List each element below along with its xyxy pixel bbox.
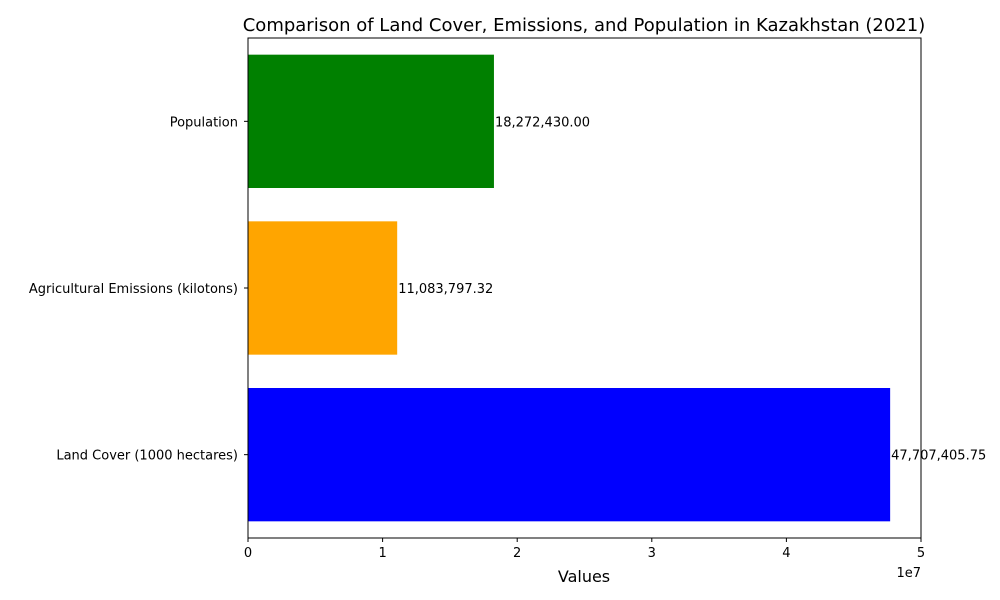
x-axis-offset-label: 1e7 bbox=[896, 566, 921, 581]
x-tick-label-0: 0 bbox=[244, 546, 252, 561]
bar-2 bbox=[248, 54, 494, 188]
x-tick-label-5: 5 bbox=[917, 546, 925, 561]
x-axis: 0 1 2 3 4 5 bbox=[244, 538, 925, 561]
data-label-1: 11,083,797.32 bbox=[398, 282, 493, 297]
chart-title: Comparison of Land Cover, Emissions, and… bbox=[243, 15, 926, 36]
y-tick-label-0: Land Cover (1000 hectares) bbox=[56, 449, 238, 464]
x-tick-label-3: 3 bbox=[648, 546, 656, 561]
y-axis: Land Cover (1000 hectares) Agricultural E… bbox=[29, 115, 248, 464]
y-tick-label-2: Population bbox=[170, 115, 238, 130]
y-tick-label-1: Agricultural Emissions (kilotons) bbox=[29, 282, 238, 297]
x-axis-label: Values bbox=[558, 567, 610, 586]
x-tick-label-1: 1 bbox=[378, 546, 386, 561]
bar-0 bbox=[248, 388, 891, 522]
plot-frame bbox=[247, 37, 922, 539]
bar-1 bbox=[248, 221, 398, 355]
data-label-2: 18,272,430.00 bbox=[495, 115, 590, 130]
x-tick-label-4: 4 bbox=[782, 546, 790, 561]
data-labels-group: 47,707,405.75 11,083,797.32 18,272,430.00 bbox=[398, 115, 986, 463]
bars-group bbox=[248, 54, 891, 522]
x-tick-label-2: 2 bbox=[513, 546, 521, 561]
data-label-0: 47,707,405.75 bbox=[891, 449, 986, 464]
